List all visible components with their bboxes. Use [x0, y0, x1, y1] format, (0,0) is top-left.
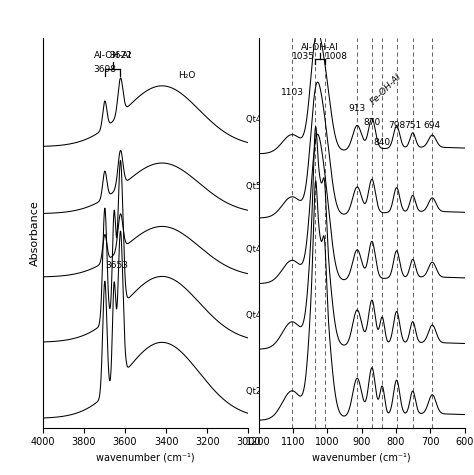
- Text: H₂O: H₂O: [179, 71, 196, 80]
- Text: 798: 798: [388, 121, 405, 130]
- Text: 3698: 3698: [93, 65, 116, 74]
- Text: 694: 694: [424, 121, 441, 130]
- Text: Qt4-C5, 10 Ka: Qt4-C5, 10 Ka: [246, 115, 304, 124]
- Text: 1008: 1008: [325, 52, 347, 61]
- Text: Al-OH-Al: Al-OH-Al: [94, 51, 131, 60]
- Text: Al-OH-Al: Al-OH-Al: [301, 43, 339, 52]
- X-axis label: wavenumber (cm⁻¹): wavenumber (cm⁻¹): [312, 453, 411, 463]
- Text: Fe-OH-Al: Fe-OH-Al: [369, 72, 403, 106]
- Text: 1103: 1103: [281, 88, 303, 97]
- Text: 870: 870: [363, 118, 381, 127]
- Text: 3622: 3622: [109, 51, 132, 60]
- X-axis label: wavenumber (cm⁻¹): wavenumber (cm⁻¹): [96, 453, 195, 463]
- Text: 840: 840: [374, 138, 391, 147]
- Text: 751: 751: [404, 121, 421, 130]
- Text: 913: 913: [348, 104, 366, 113]
- Y-axis label: Absorbance: Absorbance: [30, 200, 40, 266]
- Text: Qt4-B3, 10 Ka: Qt4-B3, 10 Ka: [246, 311, 304, 320]
- Text: 1035: 1035: [292, 52, 315, 61]
- Text: Qt2-B2, 10 Ka: Qt2-B2, 10 Ka: [246, 387, 304, 396]
- Text: Qt5-B2, 5 Ka: Qt5-B2, 5 Ka: [246, 182, 299, 191]
- Text: Qt4-B1, 10 Ka: Qt4-B1, 10 Ka: [246, 246, 304, 255]
- Text: 3653: 3653: [105, 261, 128, 270]
